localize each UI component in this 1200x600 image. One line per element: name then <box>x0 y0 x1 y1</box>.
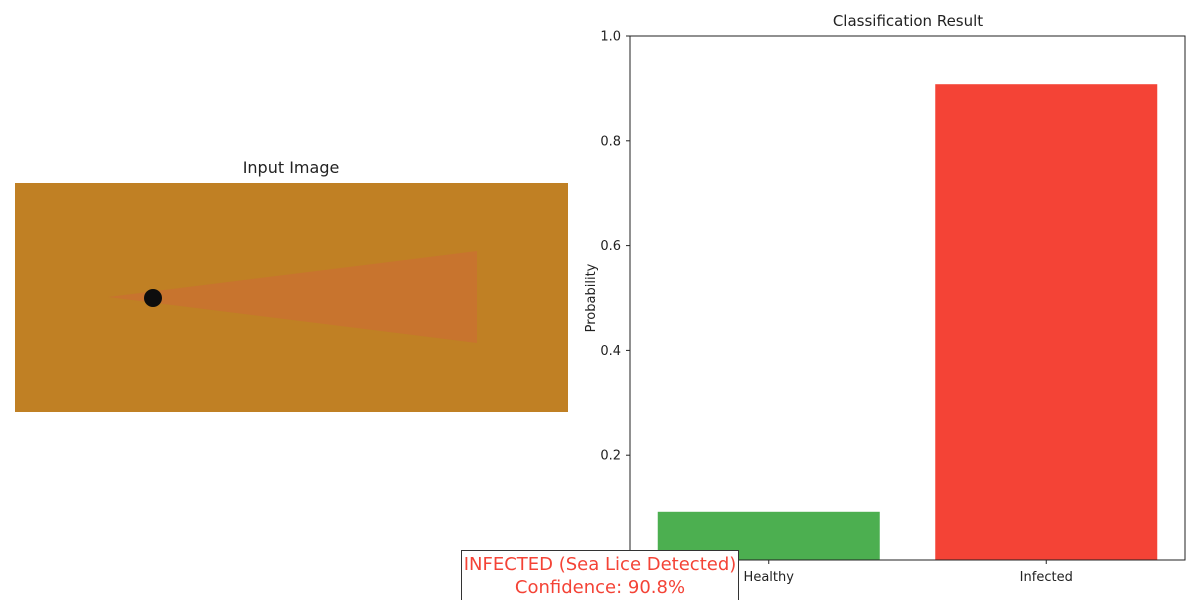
x-ticks-layer: Healthy Infected <box>744 560 1073 585</box>
sea-louse-spot <box>144 289 162 307</box>
bar-infected <box>935 84 1158 560</box>
x-tick-label: Healthy <box>744 570 795 585</box>
y-ticks-layer: 0.2 0.4 0.6 0.8 1.0 <box>600 30 630 464</box>
lesion-wedge <box>108 251 477 343</box>
y-tick-label: 0.4 <box>600 344 621 359</box>
bars-layer <box>657 84 1158 560</box>
y-tick-label: 0.2 <box>600 449 621 464</box>
input-image-panel: Input Image <box>15 158 568 412</box>
y-tick-label: 0.8 <box>600 134 621 149</box>
verdict-box: INFECTED (Sea Lice Detected) Confidence:… <box>461 550 739 600</box>
verdict-label: INFECTED (Sea Lice Detected) <box>463 554 737 575</box>
classification-chart: Classification Result Probability 0.2 0.4… <box>584 12 1186 585</box>
y-tick-label: 0.6 <box>600 239 621 254</box>
y-tick-label: 1.0 <box>600 30 621 45</box>
y-axis-label: Probability <box>584 263 599 332</box>
x-tick-label: Infected <box>1020 570 1073 585</box>
chart-title: Classification Result <box>833 12 983 30</box>
plot-frame <box>629 35 1186 561</box>
confidence-label: Confidence: 90.8% <box>514 577 686 598</box>
input-image-title: Input Image <box>243 158 340 177</box>
